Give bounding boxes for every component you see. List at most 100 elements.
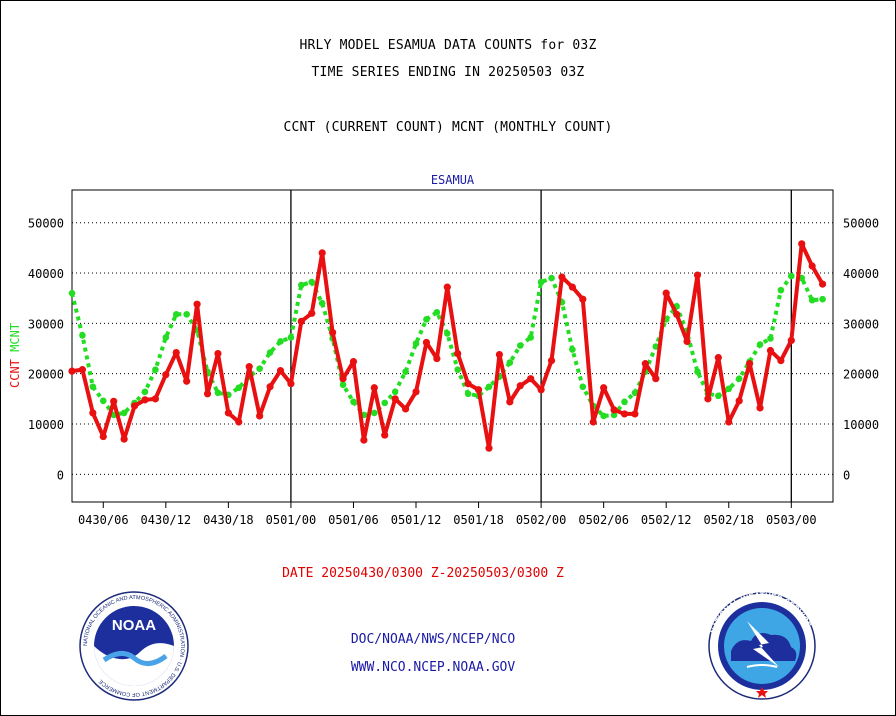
footer-url-link[interactable]: WWW.NCO.NCEP.NOAA.GOV bbox=[350, 660, 516, 675]
data-point-ccnt bbox=[349, 358, 358, 366]
data-point-ccnt bbox=[756, 404, 764, 412]
chart-title-line-1: HRLY MODEL ESAMUA DATA COUNTS for 03Z bbox=[299, 38, 597, 53]
y-tick-label-left: 20000 bbox=[28, 368, 64, 382]
data-point-ccnt bbox=[547, 356, 556, 365]
data-point-ccnt bbox=[433, 354, 441, 363]
noaa-logo-icon[interactable]: NOAA NATIONAL OCEANIC AND ATMOSPHERIC AD… bbox=[78, 590, 190, 702]
data-point-mcnt bbox=[172, 310, 180, 318]
data-point-ccnt bbox=[412, 388, 420, 396]
data-point-mcnt bbox=[506, 359, 514, 366]
data-point-ccnt bbox=[214, 349, 222, 358]
series-line-ccnt bbox=[71, 241, 825, 451]
x-tick-label: 0501/00 bbox=[266, 513, 317, 527]
data-point-ccnt bbox=[68, 367, 76, 375]
y-tick-label-left: 50000 bbox=[28, 217, 64, 231]
data-point-mcnt bbox=[788, 272, 795, 280]
data-point-ccnt bbox=[568, 283, 576, 291]
data-point-ccnt bbox=[381, 431, 389, 439]
data-point-mcnt bbox=[777, 286, 785, 294]
nws-logo-icon[interactable]: NATIONAL WEATHER SERVICE bbox=[707, 591, 817, 701]
plot-frame bbox=[71, 189, 834, 503]
x-tick-label: 0430/18 bbox=[203, 513, 254, 527]
data-point-ccnt bbox=[256, 412, 264, 420]
y-tick-label-right: 10000 bbox=[843, 418, 879, 432]
x-tick-label: 0430/12 bbox=[141, 513, 192, 527]
y-tick-label-right: 40000 bbox=[843, 267, 879, 281]
noaa-logo-text: NOAA bbox=[112, 617, 156, 634]
data-point-ccnt bbox=[579, 295, 587, 303]
data-point-ccnt bbox=[610, 406, 618, 414]
data-point-ccnt bbox=[506, 398, 514, 406]
x-tick-label: 0502/00 bbox=[516, 513, 567, 527]
data-point-mcnt bbox=[318, 299, 326, 307]
data-point-mcnt bbox=[371, 409, 378, 417]
data-point-mcnt bbox=[235, 384, 243, 392]
data-point-ccnt bbox=[485, 444, 493, 452]
data-point-ccnt bbox=[704, 395, 712, 403]
data-point-ccnt bbox=[266, 383, 274, 391]
data-point-ccnt bbox=[151, 395, 159, 403]
data-point-ccnt bbox=[141, 396, 149, 404]
data-point-ccnt bbox=[725, 418, 733, 426]
data-point-ccnt bbox=[662, 289, 670, 297]
data-point-mcnt bbox=[725, 385, 733, 393]
data-point-ccnt bbox=[766, 346, 775, 355]
y-tick-label-right: 30000 bbox=[843, 317, 879, 331]
data-point-ccnt bbox=[787, 336, 795, 345]
x-tick-label: 0502/12 bbox=[641, 513, 692, 527]
data-point-ccnt bbox=[120, 435, 128, 443]
data-point-mcnt bbox=[631, 389, 639, 397]
data-point-mcnt bbox=[715, 392, 722, 400]
data-point-mcnt bbox=[99, 397, 107, 405]
data-point-ccnt bbox=[401, 405, 410, 413]
data-point-ccnt bbox=[297, 317, 305, 325]
data-point-mcnt bbox=[339, 381, 347, 389]
data-point-mcnt bbox=[120, 409, 128, 417]
data-point-ccnt bbox=[673, 310, 681, 318]
data-point-ccnt bbox=[110, 397, 118, 405]
data-point-mcnt bbox=[350, 398, 357, 406]
chart-title-line-2: TIME SERIES ENDING IN 20250503 03Z bbox=[311, 65, 585, 80]
x-tick-label: 0502/18 bbox=[703, 513, 754, 527]
data-point-mcnt bbox=[600, 412, 607, 420]
data-point-mcnt bbox=[464, 390, 472, 398]
data-point-mcnt bbox=[767, 335, 774, 342]
data-point-mcnt bbox=[391, 388, 399, 396]
x-tick-label: 0502/06 bbox=[578, 513, 629, 527]
y-tick-label-left: 40000 bbox=[28, 267, 64, 281]
data-point-ccnt bbox=[798, 240, 806, 248]
data-point-mcnt bbox=[537, 278, 545, 286]
data-point-ccnt bbox=[193, 300, 201, 308]
y-tick-label-left: 30000 bbox=[28, 317, 64, 331]
data-point-ccnt bbox=[78, 366, 87, 374]
data-point-mcnt bbox=[516, 342, 524, 349]
y-axis-label: CCNT MCNT bbox=[8, 323, 22, 388]
chart-title-line-3: CCNT (CURRENT COUNT) MCNT (MONTHLY COUNT… bbox=[283, 120, 613, 135]
data-point-ccnt bbox=[474, 386, 483, 394]
footer-org-link[interactable]: DOC/NOAA/NWS/NCEP/NCO bbox=[350, 632, 516, 647]
data-point-ccnt bbox=[99, 432, 107, 441]
data-point-mcnt bbox=[579, 383, 587, 391]
data-point-ccnt bbox=[641, 360, 649, 368]
data-point-ccnt bbox=[172, 348, 180, 357]
data-point-mcnt bbox=[756, 341, 764, 348]
data-point-ccnt bbox=[370, 384, 378, 392]
data-point-mcnt bbox=[412, 340, 420, 347]
data-point-ccnt bbox=[818, 280, 827, 288]
data-point-ccnt bbox=[495, 350, 504, 359]
data-point-mcnt bbox=[423, 316, 430, 323]
data-point-ccnt bbox=[620, 410, 629, 418]
data-point-mcnt bbox=[79, 332, 86, 339]
data-point-mcnt bbox=[443, 330, 451, 337]
data-point-mcnt bbox=[256, 365, 263, 372]
x-tick-label: 0501/18 bbox=[453, 513, 504, 527]
data-point-ccnt bbox=[224, 409, 232, 417]
y-tick-label-right: 0 bbox=[843, 468, 850, 482]
data-point-ccnt bbox=[318, 249, 326, 257]
data-point-mcnt bbox=[141, 388, 149, 396]
data-point-ccnt bbox=[808, 262, 816, 270]
data-point-ccnt bbox=[329, 328, 337, 337]
data-point-mcnt bbox=[287, 334, 295, 341]
x-tick-label: 0430/06 bbox=[78, 513, 129, 527]
